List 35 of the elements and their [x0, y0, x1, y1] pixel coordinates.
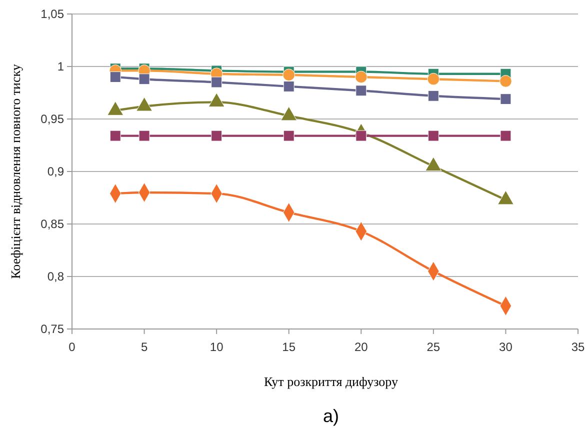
- x-tick-label: 10: [210, 340, 224, 354]
- point: [428, 130, 439, 142]
- y-tick-label: 0,85: [40, 217, 64, 232]
- point: [110, 72, 121, 82]
- point: [138, 130, 150, 142]
- x-tick-label: 30: [499, 340, 513, 354]
- y-axis-title: Коефіцієнт відновлення повного тиску: [8, 64, 23, 279]
- x-tick-label: 15: [282, 340, 296, 354]
- y-tick-label: 0,8: [47, 270, 64, 284]
- point: [211, 130, 222, 142]
- point: [428, 90, 439, 102]
- text: а): [322, 406, 340, 426]
- x-tick-label: 35: [571, 340, 585, 354]
- point: [354, 70, 368, 84]
- y-tick-label: 0,75: [40, 322, 64, 336]
- x-tick-label: 20: [354, 340, 368, 354]
- point: [356, 85, 367, 96]
- y-tick-label: 1,05: [40, 7, 64, 22]
- point: [500, 130, 512, 142]
- point: [283, 130, 294, 142]
- point: [500, 75, 512, 88]
- point: [427, 72, 440, 86]
- point: [138, 74, 150, 85]
- y-tick-label: 0,9: [47, 164, 64, 179]
- point: [211, 76, 222, 88]
- point: [500, 94, 512, 105]
- point: [283, 80, 294, 92]
- point: [110, 130, 121, 142]
- y-tick-label: 1: [57, 60, 64, 74]
- x-axis-title: Кут розкриття дифузору: [264, 374, 399, 389]
- x-tick-label: 5: [140, 340, 148, 354]
- x-tick-label: 25: [426, 340, 440, 354]
- x-tick-label: 0: [68, 340, 76, 354]
- point: [282, 68, 296, 82]
- y-tick-label: 0,95: [40, 112, 64, 126]
